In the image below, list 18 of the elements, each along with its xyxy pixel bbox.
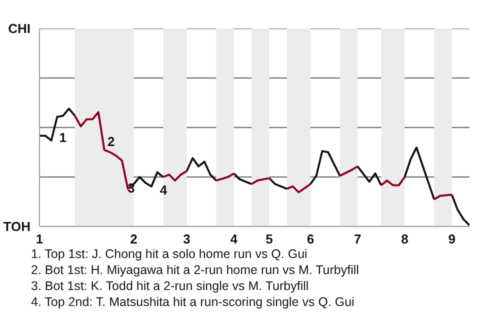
x-tick-label: 2: [130, 232, 138, 246]
x-tick-label: 8: [401, 232, 408, 246]
x-tick-label: 9: [448, 232, 456, 246]
annotation: 1: [59, 130, 67, 145]
text: 4. Top 2nd: T. Matsushita hit a run-scoring single vs Q. Gui: [31, 294, 356, 310]
x-tick-label: 6: [306, 232, 314, 246]
x-tick-label: 7: [354, 232, 362, 246]
ref-line-label: TOH: [3, 219, 31, 234]
text: 3. Bot 1st: K. Todd hit a 2-run single vs M. Turbyfill: [31, 278, 310, 294]
ref-line-label: CHI: [8, 21, 30, 36]
annotation: 4: [160, 182, 168, 198]
x-tick-label: 3: [183, 232, 190, 246]
text: 1. Top 1st: J. Chong hit a solo home run vs Q. Gui: [31, 246, 308, 262]
annotation: 2: [107, 134, 115, 149]
text: 2. Bot 1st: H. Miyagawa hit a 2-run home run vs M. Turbyfill: [31, 262, 359, 278]
x-tick-label: 5: [266, 232, 273, 246]
x-tick-label: 4: [230, 232, 238, 246]
x-tick-label: 1: [36, 232, 44, 246]
